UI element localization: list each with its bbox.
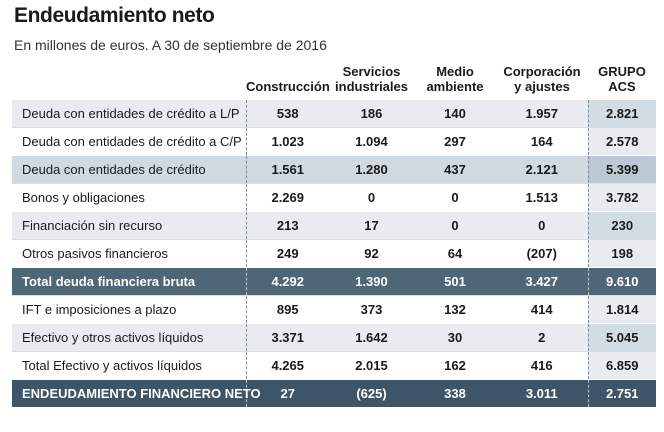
cell-value: 0 [414,183,496,212]
cell-value: 2.015 [329,351,414,380]
cell-value: 140 [414,99,496,128]
cell-value: 416 [496,351,588,380]
row-label: Otros pasivos financieros [12,239,246,268]
header-servicios-industriales: Servicios industriales [335,64,408,94]
cell-value: 249 [245,239,329,268]
cell-value: 186 [329,99,414,128]
cell-value: 30 [414,323,496,352]
table-row: Deuda con entidades de crédito a C/P 1.0… [12,127,656,156]
cell-value: 1.023 [245,127,329,156]
row-label: Efectivo y otros activos líquidos [12,323,246,352]
table-row: Deuda con entidades de crédito 1.561 1.2… [12,155,656,184]
cell-value: 501 [414,267,496,296]
cell-value-total: 2.821 [587,99,656,128]
cell-value: 1.094 [329,127,414,156]
row-label: ENDEUDAMIENTO FINANCIERO NETO [12,379,261,407]
cell-value: 0 [496,211,588,240]
table-row: Deuda con entidades de crédito a L/P 538… [12,99,656,128]
cell-value: 0 [414,211,496,240]
row-label: Total Efectivo y activos líquidos [12,351,246,380]
cell-value: 3.371 [245,323,329,352]
cell-value: 2.269 [245,183,329,212]
row-label: Bonos y obligaciones [12,183,246,212]
cell-value: 213 [245,211,329,240]
cell-value: 162 [414,351,496,380]
row-label: IFT e imposiciones a plazo [12,295,246,324]
cell-value: 1.390 [329,267,414,296]
cell-value: 1.957 [496,99,588,128]
cell-value: 338 [414,379,496,407]
header-corporacion-ajustes: Corporación y ajustes [503,64,581,94]
cell-value: 27 [245,379,329,407]
table-row-total: Total deuda financiera bruta 4.292 1.390… [12,267,656,296]
cell-value: 3.427 [496,267,588,296]
cell-value-total: 5.399 [587,155,656,184]
cell-value: 373 [329,295,414,324]
cell-value: 538 [245,99,329,128]
table-row: Financiación sin recurso 213 17 0 0 230 [12,211,656,240]
row-label: Deuda con entidades de crédito a L/P [12,99,246,128]
cell-value: 64 [414,239,496,268]
row-label: Total deuda financiera bruta [12,267,246,296]
cell-value-total: 9.610 [587,267,656,296]
cell-value: 437 [414,155,496,184]
table-row: Efectivo y otros activos líquidos 3.371 … [12,323,656,352]
table-row: Bonos y obligaciones 2.269 0 0 1.513 3.7… [12,183,656,212]
cell-value-total: 6.859 [587,351,656,380]
cell-value: 895 [245,295,329,324]
cell-value: 1.561 [245,155,329,184]
header-label-col [12,64,246,100]
table-row: IFT e imposiciones a plazo 895 373 132 4… [12,295,656,324]
cell-value: 4.292 [245,267,329,296]
cell-value-total: 1.814 [587,295,656,324]
cell-value: 132 [414,295,496,324]
cell-value: 1.513 [496,183,588,212]
cell-value: 297 [414,127,496,156]
cell-value-total: 3.782 [587,183,656,212]
page-subtitle: En millones de euros. A 30 de septiembre… [14,37,327,53]
header-construccion: Construcción [246,79,330,94]
cell-value: 3.011 [496,379,588,407]
row-label: Financiación sin recurso [12,211,246,240]
cell-value: 1.642 [329,323,414,352]
debt-table: Construcción Servicios industriales Medio… [12,64,656,407]
cell-value: 1.280 [329,155,414,184]
cell-value-total: 198 [587,239,656,268]
header-grupo-acs: GRUPO ACS [598,64,646,94]
row-label: Deuda con entidades de crédito a C/P [12,127,246,156]
header-row: Construcción Servicios industriales Medio… [12,64,656,100]
table-row: Otros pasivos financieros 249 92 64 (207… [12,239,656,268]
cell-value: 17 [329,211,414,240]
cell-value: 414 [496,295,588,324]
page-title: Endeudamiento neto [14,4,215,27]
row-label: Deuda con entidades de crédito [12,155,246,184]
cell-value-total: 2.751 [587,379,656,407]
cell-value-total: 230 [587,211,656,240]
table-row-net-total: ENDEUDAMIENTO FINANCIERO NETO 27 (625) 3… [12,379,656,407]
cell-value: 164 [496,127,588,156]
cell-value: 2 [496,323,588,352]
cell-value: 0 [329,183,414,212]
cell-value-total: 2.578 [587,127,656,156]
header-medio-ambiente: Medio ambiente [426,64,484,94]
cell-value: (625) [329,379,414,407]
cell-value: 92 [329,239,414,268]
cell-value: (207) [496,239,588,268]
cell-value: 4.265 [245,351,329,380]
cell-value: 2.121 [496,155,588,184]
cell-value-total: 5.045 [587,323,656,352]
table-row: Total Efectivo y activos líquidos 4.265 … [12,351,656,380]
